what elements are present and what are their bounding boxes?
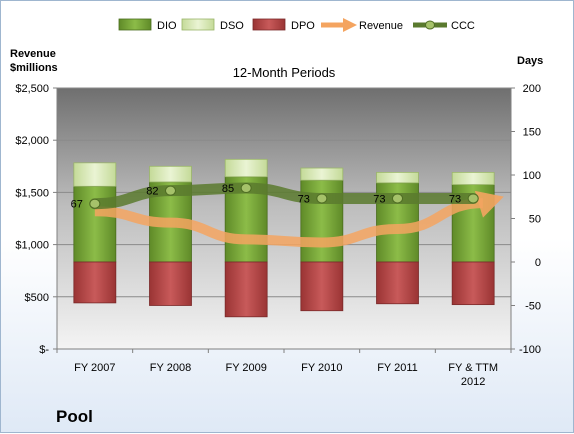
left-tick-label: $1,500 [15, 187, 49, 199]
ccc-point [316, 193, 328, 204]
bar-dso [73, 162, 117, 187]
legend-marker [425, 20, 435, 30]
axes: $- $500 $1,000 $1,500 $2,000 $2,500 -100 -50 0 50… [15, 83, 541, 388]
right-tick-label: -100 [519, 344, 541, 356]
left-tick-label: $500 [25, 292, 49, 304]
right-tick-label: 0 [535, 257, 541, 269]
left-axis-label-line1: Revenue [10, 48, 56, 60]
x-tick-label: FY 2007 [74, 362, 115, 374]
chart-title: 12-Month Periods [233, 65, 336, 80]
ccc-data-label: 67 [71, 199, 83, 211]
ccc-data-label: 85 [222, 183, 234, 195]
x-tick-label: FY 2009 [225, 362, 266, 374]
legend-label: DIO [157, 20, 177, 32]
bar-dpo [300, 261, 344, 312]
left-axis-label-line2: $millions [10, 62, 58, 74]
left-tick-label: $2,000 [15, 135, 49, 147]
revenue-line [94, 198, 483, 248]
bar-dso [224, 158, 268, 178]
legend-label: DSO [220, 20, 244, 32]
company-name: Pool [56, 407, 93, 426]
bar-dso [300, 167, 344, 181]
ccc-line [89, 182, 479, 210]
right-tick-label: 200 [523, 83, 541, 95]
right-tick-label: -50 [525, 301, 541, 313]
legend-label: CCC [451, 20, 475, 32]
legend-swatch [118, 18, 152, 31]
legend-label: DPO [291, 20, 315, 32]
ccc-series: 67 82 85 73 73 73 [71, 182, 479, 211]
ccc-point [392, 193, 403, 204]
ccc-data-label: 73 [373, 193, 385, 205]
ccc-data-label: 73 [449, 193, 461, 205]
ccc-data-label: 82 [146, 186, 158, 198]
x-tick-label: 2012 [461, 376, 485, 388]
right-tick-label: 50 [529, 214, 541, 226]
left-tick-label: $- [39, 344, 49, 356]
right-tick-label: 100 [523, 170, 541, 182]
bar-dpo [224, 261, 268, 318]
ccc-point [165, 185, 176, 196]
legend-swatch [181, 18, 215, 31]
legend-swatch [252, 18, 286, 31]
x-tick-label: FY & TTM [448, 362, 498, 374]
legend-arrowhead [343, 18, 357, 32]
ccc-point [89, 198, 101, 209]
revenue-series [94, 190, 504, 248]
x-tick-label: FY 2008 [150, 362, 191, 374]
left-tick-label: $1,000 [15, 240, 49, 252]
right-axis-label: Days [517, 55, 543, 67]
bar-dpo [376, 261, 419, 305]
ccc-point [240, 183, 252, 194]
x-tick-label: FY 2011 [377, 362, 418, 374]
bar-dso [149, 165, 192, 183]
x-tick-label: FY 2010 [301, 362, 342, 374]
ccc-data-label: 73 [298, 193, 310, 205]
left-tick-label: $2,500 [15, 83, 49, 95]
bar-dpo [451, 261, 495, 306]
revenue-arrowhead [474, 190, 504, 218]
bar-dpo [73, 261, 117, 304]
ccc-point [467, 193, 479, 204]
bar-dpo [149, 261, 192, 306]
legend-label: Revenue [359, 20, 403, 32]
right-tick-label: 150 [523, 127, 541, 139]
bar-dso [451, 171, 495, 185]
legend: DIO DSO DPO Revenue CCC [118, 18, 475, 32]
bar-dso [376, 171, 419, 184]
